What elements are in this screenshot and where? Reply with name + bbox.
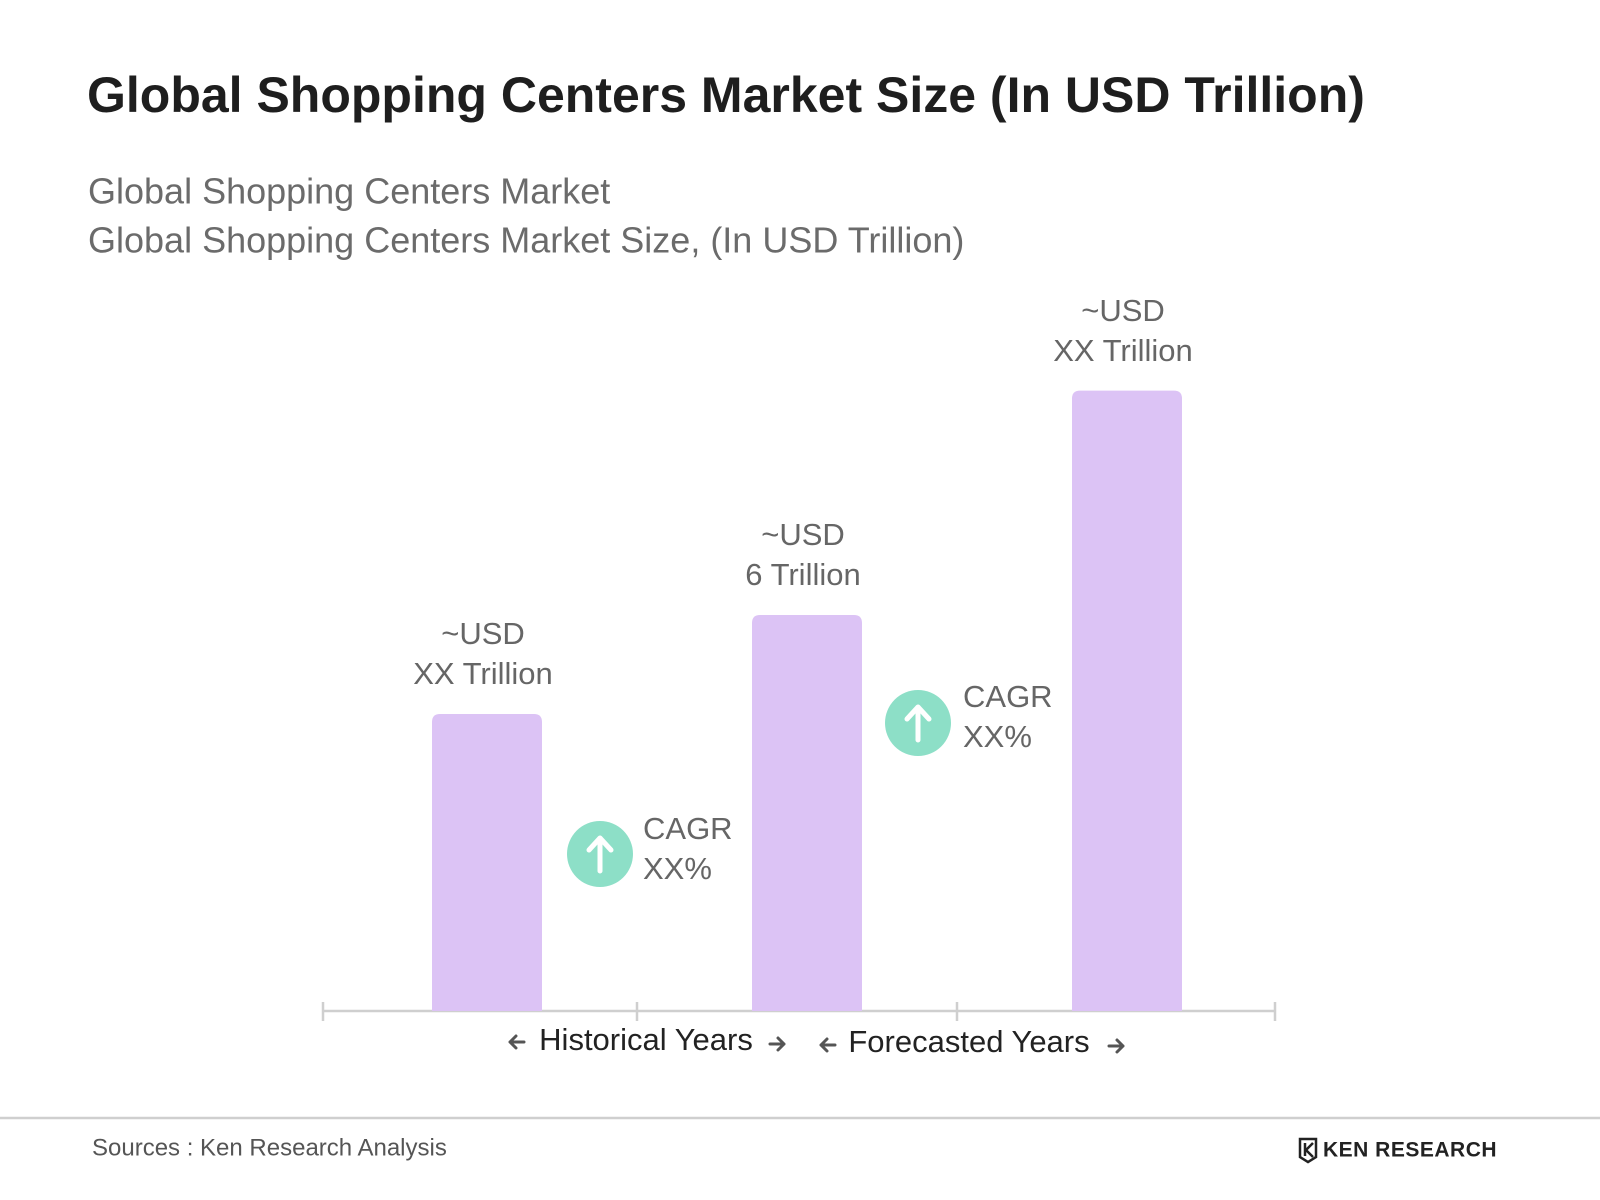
period-label: Historical Years [539, 1022, 753, 1057]
cagr-label: CAGR [963, 679, 1053, 714]
bar [1072, 390, 1182, 1012]
value-label: ~USD [761, 517, 845, 552]
chart-title: Global Shopping Centers Market Size (In … [87, 67, 1365, 123]
chart-subtitle: Global Shopping Centers Market Size, (In… [88, 220, 964, 261]
logo-icon [1298, 1137, 1318, 1164]
cagr-label: XX% [643, 851, 712, 886]
cagr-arrow [586, 835, 614, 874]
value-label: 6 Trillion [745, 557, 860, 592]
source: Sources : Ken Research Analysis [92, 1134, 447, 1161]
cagr-label: XX% [963, 719, 1032, 754]
value-label: ~USD [1081, 293, 1165, 328]
value-label: ~USD [441, 616, 525, 651]
cagr-label: CAGR [643, 811, 733, 846]
period-arrows [508, 1034, 1125, 1054]
logo: KEN RESEARCH [1323, 1139, 1497, 1162]
chart-subtitle: Global Shopping Centers Market [88, 171, 610, 212]
value-label: XX Trillion [413, 656, 553, 691]
period-label: Forecasted Years [848, 1024, 1089, 1059]
cagr-arrow [904, 704, 932, 743]
value-label: XX Trillion [1053, 333, 1193, 368]
bar [752, 615, 862, 1011]
bar [432, 714, 542, 1011]
